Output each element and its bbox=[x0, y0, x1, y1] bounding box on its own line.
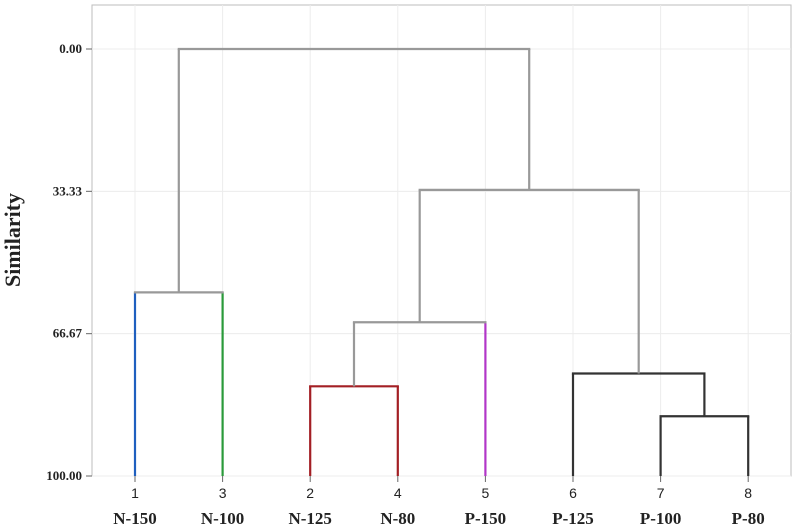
leaf-name-label: P-100 bbox=[640, 509, 682, 528]
leaf-name-label: P-125 bbox=[552, 509, 594, 528]
leaf-number-label: 7 bbox=[657, 485, 665, 501]
leaf-name-label: P-150 bbox=[465, 509, 507, 528]
leaf-name-label: N-150 bbox=[113, 509, 156, 528]
y-axis-label: Similarity bbox=[0, 193, 25, 287]
y-tick-label: 0.00 bbox=[59, 41, 82, 56]
leaf-number-label: 1 bbox=[131, 485, 139, 501]
leaf-name-label: N-80 bbox=[380, 509, 415, 528]
leaf-number-label: 6 bbox=[569, 485, 577, 501]
leaf-name-label: N-100 bbox=[201, 509, 244, 528]
y-tick-label: 100.00 bbox=[46, 468, 82, 483]
leaf-number-label: 5 bbox=[482, 485, 490, 501]
leaf-name-label: N-125 bbox=[288, 509, 331, 528]
y-tick-label: 66.67 bbox=[53, 326, 83, 341]
x-axis-labels: 1 N-150 3 N-100 2 N-125 4 N-80 5 P-150 6 P-125 7 P-10… bbox=[113, 476, 765, 528]
plot-frame bbox=[91, 4, 792, 477]
leaf-number-label: 3 bbox=[219, 485, 227, 501]
leaf-name-label: P-80 bbox=[732, 509, 765, 528]
leaf-number-label: 8 bbox=[744, 485, 752, 501]
dendrogram-links bbox=[133, 47, 750, 476]
leaf-number-label: 4 bbox=[394, 485, 402, 501]
leaf-number-label: 2 bbox=[306, 485, 314, 501]
y-tick-label: 33.33 bbox=[53, 183, 83, 198]
y-axis-ticks: 0.00 33.33 66.67 100.00 bbox=[46, 41, 92, 483]
